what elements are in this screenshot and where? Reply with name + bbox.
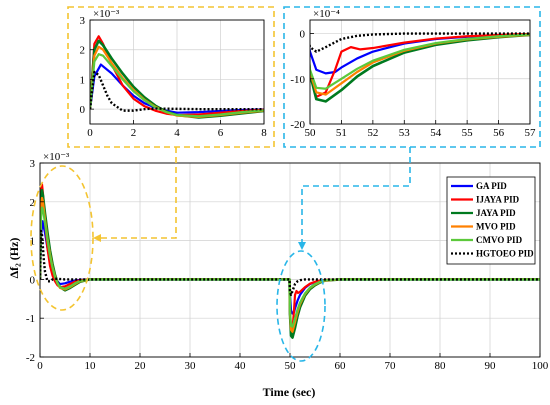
main-x-tick-label: 100 xyxy=(532,360,549,372)
legend-entry-label: CMVO PID xyxy=(476,235,523,245)
inset-left-x-tick-label: 0 xyxy=(87,127,93,139)
legend-entry-label: GA PID xyxy=(476,181,507,191)
inset-right-y-tick-label: 0 xyxy=(300,29,306,41)
connector-right-arrowhead xyxy=(298,242,306,250)
inset-left-series-ga-pid xyxy=(90,63,264,114)
main-axes: 0 10 20 30 40 50 60 70 80 90 100 -2 -1 0 1 2 3 ×10⁻³ xyxy=(26,151,549,372)
connector-left xyxy=(96,147,177,239)
inset-right-axes-box xyxy=(309,19,531,125)
inset-right-x-tick-label: 55 xyxy=(462,127,474,139)
x-axis-label: Time (sec) xyxy=(263,385,316,399)
main-x-tick-label: 20 xyxy=(135,360,147,372)
y-axis-label: Δf₂ (Hz) xyxy=(7,238,21,279)
legend-entry-label: MVO PID xyxy=(476,222,516,232)
inset-right-y-multiplier: ×10⁻⁴ xyxy=(313,8,340,20)
inset-right-series-cmvo-pid xyxy=(310,33,530,90)
main-y-tick-label: 0 xyxy=(30,274,36,286)
inset-left-y-tick-label: 2 xyxy=(80,45,86,57)
main-x-tick-label: 50 xyxy=(285,360,297,372)
main-series xyxy=(40,183,540,339)
main-y-tick-label: 2 xyxy=(30,197,36,209)
inset-left-series-cmvo-pid xyxy=(90,53,264,118)
inset-right-y-tick-label: -10 xyxy=(290,74,305,86)
main-y-tick-label: 3 xyxy=(30,158,36,170)
main-x-tick-label: 0 xyxy=(37,360,43,372)
inset-left-x-tick-label: 8 xyxy=(261,127,267,139)
inset-right-x-tick-label: 52 xyxy=(367,127,378,139)
inset-right-axes: 50 51 52 53 54 55 56 57 -20 -10 0 ×10⁻⁴ xyxy=(290,8,536,139)
inset-right-x-tick-label: 53 xyxy=(399,127,411,139)
legend-entry-label: JAYA PID xyxy=(476,208,516,218)
inset-right-x-tick-label: 54 xyxy=(430,127,442,139)
inset-right-y-tick-label: -20 xyxy=(290,119,305,131)
inset-left-y-tick-label: 3 xyxy=(80,15,86,27)
main-x-tick-label: 10 xyxy=(85,360,97,372)
main-y-tick-label: 1 xyxy=(30,236,36,248)
inset-right-series xyxy=(310,32,530,103)
main-x-tick-label: 40 xyxy=(235,360,247,372)
inset-left-series-ijaya-pid xyxy=(90,35,264,117)
zoom-ellipse-right xyxy=(276,250,326,362)
connector-left-arrowhead xyxy=(93,234,101,242)
inset-left-series xyxy=(90,35,264,119)
connector-right xyxy=(301,147,411,244)
legend-box xyxy=(446,176,536,265)
inset-left-x-tick-label: 2 xyxy=(131,127,137,139)
inset-right-x-tick-label: 56 xyxy=(493,127,505,139)
inset-left-y-tick-label: 1 xyxy=(80,74,86,86)
inset-left-frame xyxy=(67,6,275,148)
inset-left-axes: 0 2 4 6 8 0 1 2 3 ×10⁻³ xyxy=(80,8,268,139)
inset-right-frame xyxy=(283,6,541,148)
inset-right-series-ijaya-pid xyxy=(310,32,530,98)
main-x-tick-label: 70 xyxy=(385,360,397,372)
inset-right-x-tick-label: 50 xyxy=(305,127,317,139)
legend-entry-label: IJAYA PID xyxy=(476,195,520,205)
main-x-tick-label: 90 xyxy=(485,360,497,372)
inset-left-series-jaya-pid xyxy=(90,39,264,119)
inset-left-x-tick-label: 4 xyxy=(174,127,180,139)
main-series-cmvo-pid xyxy=(40,206,540,328)
main-y-multiplier: ×10⁻³ xyxy=(43,151,70,163)
legend-entry-label: HGTOEO PID xyxy=(476,249,534,259)
inset-left-y-tick-label: 0 xyxy=(80,104,86,116)
inset-left-y-multiplier: ×10⁻³ xyxy=(93,8,120,20)
main-y-tick-label: -2 xyxy=(26,352,35,364)
main-x-tick-label: 30 xyxy=(185,360,197,372)
inset-left-x-tick-label: 6 xyxy=(218,127,224,139)
inset-right-x-tick-label: 57 xyxy=(525,127,537,139)
legend: GA PID IJAYA PID JAYA PID MVO PID CMVO PID HG… xyxy=(446,176,536,265)
main-y-tick-label: -1 xyxy=(26,313,35,325)
main-x-tick-label: 80 xyxy=(435,360,447,372)
main-x-tick-label: 60 xyxy=(335,360,347,372)
inset-right-x-tick-label: 51 xyxy=(336,127,347,139)
